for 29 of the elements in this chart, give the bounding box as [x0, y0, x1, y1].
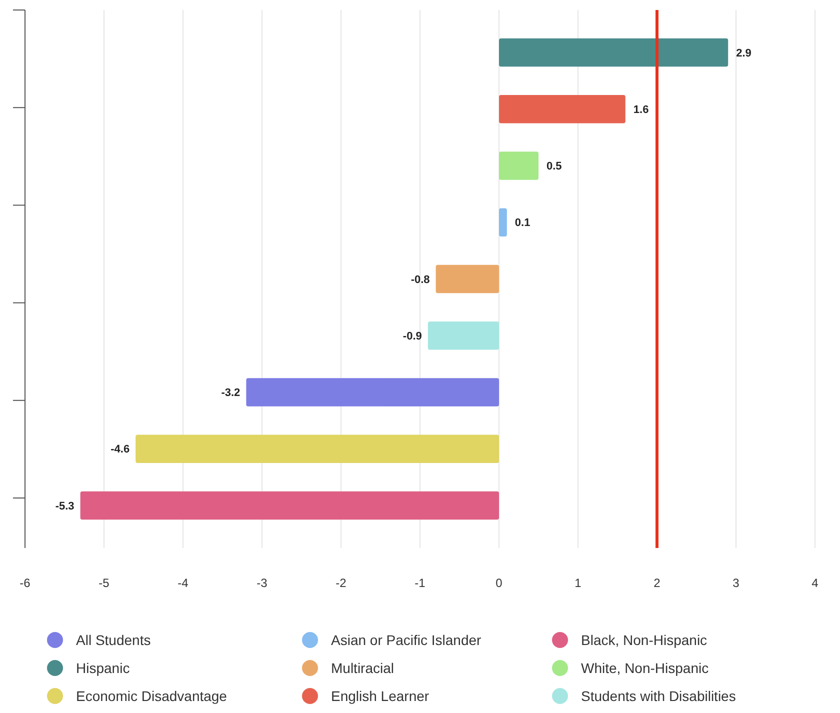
legend-label: White, Non-Hispanic: [581, 660, 709, 676]
x-tick-label: 3: [732, 576, 740, 590]
legend-label: Hispanic: [76, 660, 130, 676]
x-tick-label: -2: [336, 576, 347, 590]
data-label: 1.6: [633, 104, 649, 116]
x-tick-label: 4: [812, 576, 819, 590]
data-label: -0.9: [402, 330, 422, 342]
x-tick-label: 0: [496, 576, 503, 590]
data-label: -0.8: [410, 274, 430, 286]
x-tick-label: 1: [574, 576, 582, 590]
x-tick-label: -3: [256, 576, 268, 590]
legend-label: Economic Disadvantage: [76, 688, 228, 704]
legend-label: All Students: [76, 632, 151, 648]
x-tick-label: -1: [414, 576, 426, 590]
data-label: 2.9: [736, 47, 752, 60]
legend-label: English Learner: [331, 688, 430, 704]
x-tick-label: -5: [98, 576, 110, 590]
x-tick-label: -6: [20, 576, 31, 590]
data-label: -5.3: [55, 500, 74, 512]
legend-label: Multiracial: [331, 660, 394, 676]
x-tick-label: 2: [654, 576, 661, 590]
legend-label: Asian or Pacific Islander: [331, 632, 482, 648]
data-label: -3.2: [221, 387, 240, 400]
data-label: 0.1: [514, 217, 530, 230]
data-label: -4.6: [110, 444, 130, 456]
legend-label: Students with Disabilities: [581, 688, 736, 704]
legend-label: Black, Non-Hispanic: [581, 632, 708, 648]
x-tick-label: -4: [178, 576, 189, 590]
data-label: 0.5: [546, 160, 562, 173]
